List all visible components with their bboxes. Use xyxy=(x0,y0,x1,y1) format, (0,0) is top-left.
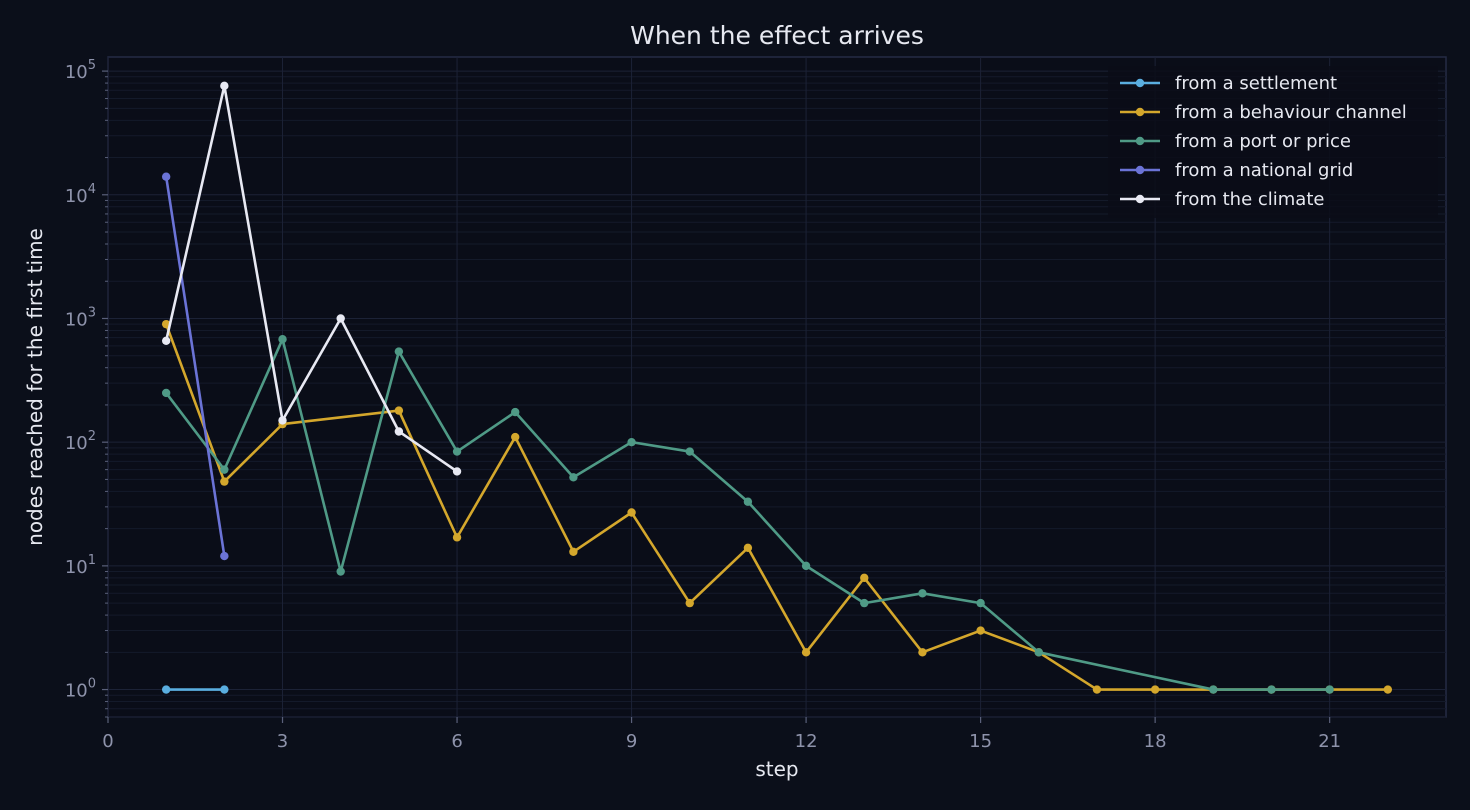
data-point xyxy=(743,497,753,506)
data-point xyxy=(627,437,636,447)
data-point xyxy=(569,547,578,556)
y-tick-label: 103 xyxy=(65,305,96,330)
data-point xyxy=(220,81,229,91)
data-point xyxy=(860,573,869,583)
data-point xyxy=(394,347,404,356)
axes: 100 101 102 103 104 105 0 3 6 9 12 15 18 21 xyxy=(65,58,1341,752)
data-point xyxy=(394,406,404,415)
y-tick-label: 104 xyxy=(65,182,96,207)
legend-label: from a settlement xyxy=(1175,73,1337,94)
data-point xyxy=(1267,685,1276,694)
data-point xyxy=(220,465,229,474)
data-point xyxy=(918,589,927,598)
data-point xyxy=(161,388,171,398)
data-point xyxy=(1034,648,1043,657)
series-layer xyxy=(161,81,1393,694)
y-tick-label: 101 xyxy=(65,553,96,578)
data-point xyxy=(1383,685,1393,694)
legend-box xyxy=(1108,66,1438,218)
legend: from a settlement from a behaviour channe… xyxy=(1108,66,1438,218)
data-point xyxy=(220,551,229,561)
legend-label: from a behaviour channel xyxy=(1175,102,1407,123)
legend-item: from a behaviour channel xyxy=(1120,102,1407,123)
chart-title: When the effect arrives xyxy=(630,21,924,50)
data-point xyxy=(336,314,345,323)
x-tick-label: 0 xyxy=(102,731,113,752)
legend-swatch-marker xyxy=(1135,165,1145,175)
x-axis-label: step xyxy=(755,757,798,781)
x-tick-label: 21 xyxy=(1318,731,1341,752)
legend-item: from a settlement xyxy=(1120,73,1337,94)
series-1 xyxy=(161,685,229,694)
legend-item: from a national grid xyxy=(1120,160,1353,181)
data-point xyxy=(394,427,404,436)
data-point xyxy=(860,598,869,608)
data-point xyxy=(801,561,811,571)
grid xyxy=(107,57,1446,718)
data-point xyxy=(278,416,287,425)
data-point xyxy=(511,407,520,417)
data-point xyxy=(743,543,753,552)
x-tick-label: 18 xyxy=(1144,731,1167,752)
y-tick-label: 102 xyxy=(65,429,96,454)
data-point xyxy=(976,598,985,608)
data-point xyxy=(511,432,520,442)
data-point xyxy=(220,685,229,694)
series-line xyxy=(164,84,458,473)
data-point xyxy=(569,473,578,482)
x-tick-label: 9 xyxy=(626,731,637,752)
data-point xyxy=(976,626,985,635)
data-point xyxy=(452,447,462,456)
series-line xyxy=(164,176,226,557)
legend-swatch-marker xyxy=(1135,78,1145,88)
x-tick-label: 3 xyxy=(277,731,288,752)
data-point xyxy=(918,648,927,657)
data-point xyxy=(1209,685,1218,694)
data-point xyxy=(627,508,636,517)
y-tick-label: 100 xyxy=(65,677,96,702)
legend-swatch-marker xyxy=(1135,194,1145,204)
data-point xyxy=(452,533,462,542)
data-point xyxy=(685,447,694,456)
data-point xyxy=(1150,685,1160,694)
legend-item: from the climate xyxy=(1120,189,1324,210)
legend-label: from the climate xyxy=(1175,189,1324,210)
data-point xyxy=(161,172,171,181)
data-point xyxy=(452,467,462,476)
legend-swatch-marker xyxy=(1135,136,1145,146)
x-tick-label: 12 xyxy=(795,731,818,752)
y-axis-label: nodes reached for the first time xyxy=(23,228,47,546)
series-3 xyxy=(161,334,1334,694)
legend-label: from a national grid xyxy=(1175,160,1353,181)
data-point xyxy=(278,334,287,344)
data-point xyxy=(1092,685,1102,694)
data-point xyxy=(685,598,694,608)
data-point xyxy=(801,648,811,657)
series-4 xyxy=(161,172,229,561)
data-point xyxy=(1325,685,1334,694)
y-tick-label: 105 xyxy=(65,58,96,83)
data-point xyxy=(220,477,229,486)
x-tick-label: 6 xyxy=(451,731,462,752)
series-5 xyxy=(161,81,462,476)
legend-swatch-marker xyxy=(1135,107,1145,117)
data-point xyxy=(161,685,171,694)
data-point xyxy=(336,567,345,576)
x-tick-label: 15 xyxy=(969,731,992,752)
data-point xyxy=(161,336,171,346)
legend-label: from a port or price xyxy=(1175,131,1351,152)
legend-item: from a port or price xyxy=(1120,131,1351,152)
